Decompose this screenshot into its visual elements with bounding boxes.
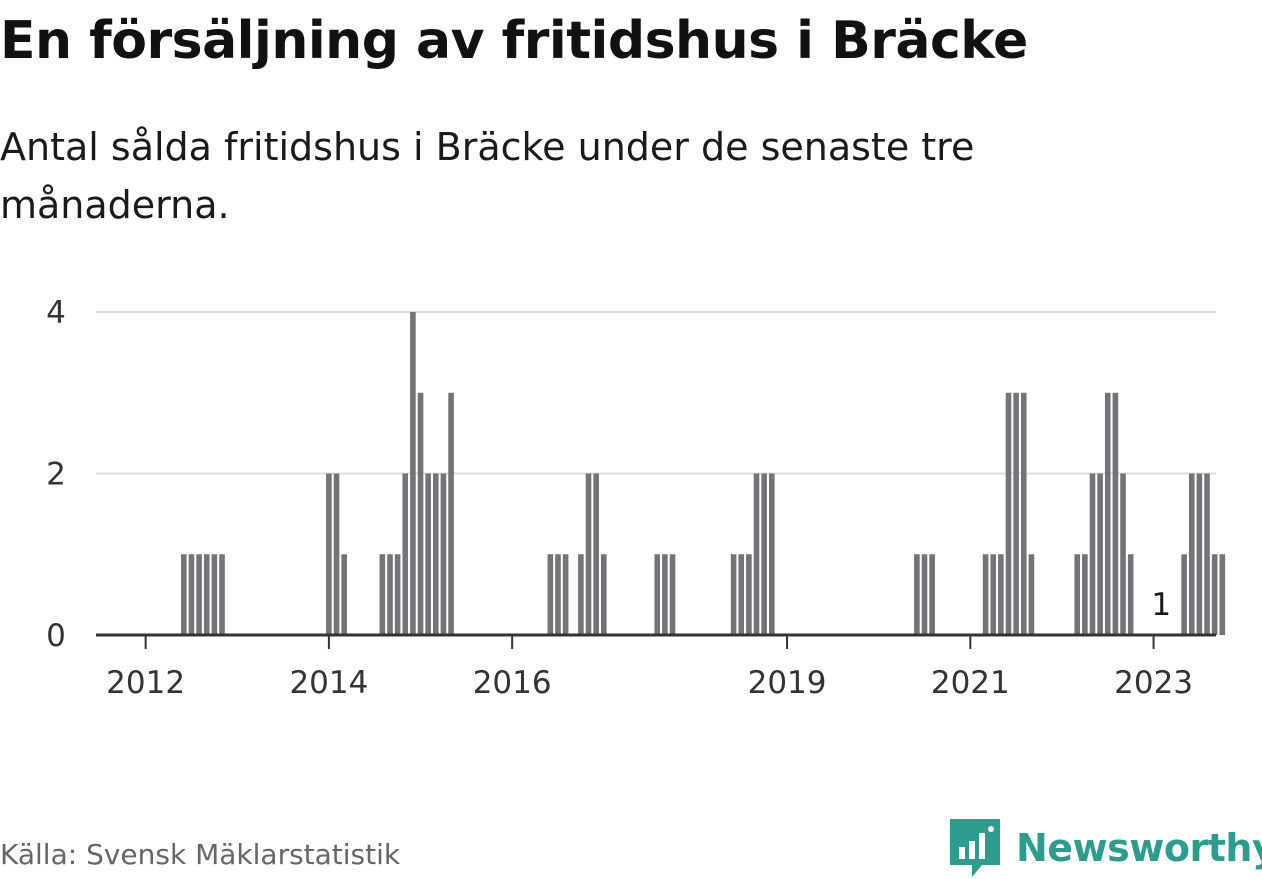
y-tick-label: 2: [46, 457, 66, 493]
bar: [448, 392, 454, 635]
bar: [1112, 392, 1119, 635]
bar: [593, 473, 599, 635]
bar: [547, 554, 554, 635]
data-labels: 1: [1151, 587, 1171, 623]
bar: [394, 554, 401, 635]
bar: [410, 312, 416, 635]
bar: [600, 554, 607, 635]
brand-name: Newsworthy: [1016, 826, 1262, 870]
bar: [555, 554, 561, 635]
bar: [1104, 392, 1111, 635]
brand-logo[interactable]: Newsworthy: [950, 818, 1262, 878]
bar: [768, 473, 775, 635]
bar: [982, 554, 989, 635]
bar: [669, 554, 676, 635]
y-tick-label: 0: [46, 618, 66, 654]
bar: [203, 554, 210, 635]
bar: [1181, 554, 1187, 635]
x-tick-label: 2019: [748, 665, 827, 701]
bar: [1127, 554, 1134, 635]
x-tick-label: 2012: [106, 665, 185, 701]
source-note: Källa: Svensk Mäklarstatistik: [0, 838, 401, 871]
bar: [417, 392, 424, 635]
bar: [181, 554, 187, 635]
bar: [998, 554, 1004, 635]
bar: [914, 554, 920, 635]
bar: [1074, 554, 1081, 635]
bar: [654, 554, 661, 635]
bar: [990, 554, 997, 635]
x-tick-label: 2023: [1114, 665, 1193, 701]
bar: [333, 473, 340, 635]
bar: [761, 473, 767, 635]
bar: [402, 473, 409, 635]
bar: [1196, 473, 1203, 635]
bar: [921, 554, 928, 635]
bar: [425, 473, 431, 635]
bar: [211, 554, 218, 635]
chart-subtitle: Antal sålda fritidshus i Bräcke under de…: [0, 125, 975, 227]
bar: [738, 554, 745, 635]
bar: [326, 473, 332, 635]
bar: [1028, 554, 1035, 635]
bar: [440, 473, 447, 635]
bar: [562, 554, 569, 635]
bar: [1089, 473, 1096, 635]
newsworthy-logo-icon: [950, 819, 1000, 877]
bar: [929, 554, 935, 635]
bar: [746, 554, 752, 635]
bar: [387, 554, 393, 635]
bar: [1204, 473, 1210, 635]
bar: [1005, 392, 1012, 635]
bar: [585, 473, 592, 635]
bar: [433, 473, 439, 635]
x-axis-ticks: 2012 2014 2016 2019 2021 2023: [106, 635, 1193, 701]
bar: [188, 554, 195, 635]
y-axis-ticks: 0 2 4: [46, 295, 66, 654]
bar: [379, 554, 386, 635]
bar: [1097, 473, 1103, 635]
chart-title: En försäljning av fritidshus i Bräcke: [0, 11, 1028, 71]
bar: [730, 554, 737, 635]
y-tick-label: 4: [46, 295, 66, 331]
bar: [1013, 392, 1019, 635]
bar: [1188, 473, 1195, 635]
bar: [753, 473, 760, 635]
bars: [181, 312, 1226, 635]
bar: [1020, 392, 1027, 635]
gridlines: [96, 311, 1216, 475]
data-label: 1: [1151, 587, 1171, 623]
bar: [1219, 554, 1226, 635]
x-tick-label: 2021: [931, 665, 1010, 701]
x-tick-label: 2016: [473, 665, 552, 701]
bar: [1211, 554, 1218, 635]
bar: [219, 554, 225, 635]
bar: [578, 554, 584, 635]
bar: [196, 554, 202, 635]
bar: [662, 554, 668, 635]
x-tick-label: 2014: [289, 665, 368, 701]
bar: [341, 554, 347, 635]
bar-chart: 0 2 4 2012 2014 2016 2019 2021 2023 1: [46, 295, 1226, 701]
bar: [1120, 473, 1126, 635]
bar: [1082, 554, 1088, 635]
